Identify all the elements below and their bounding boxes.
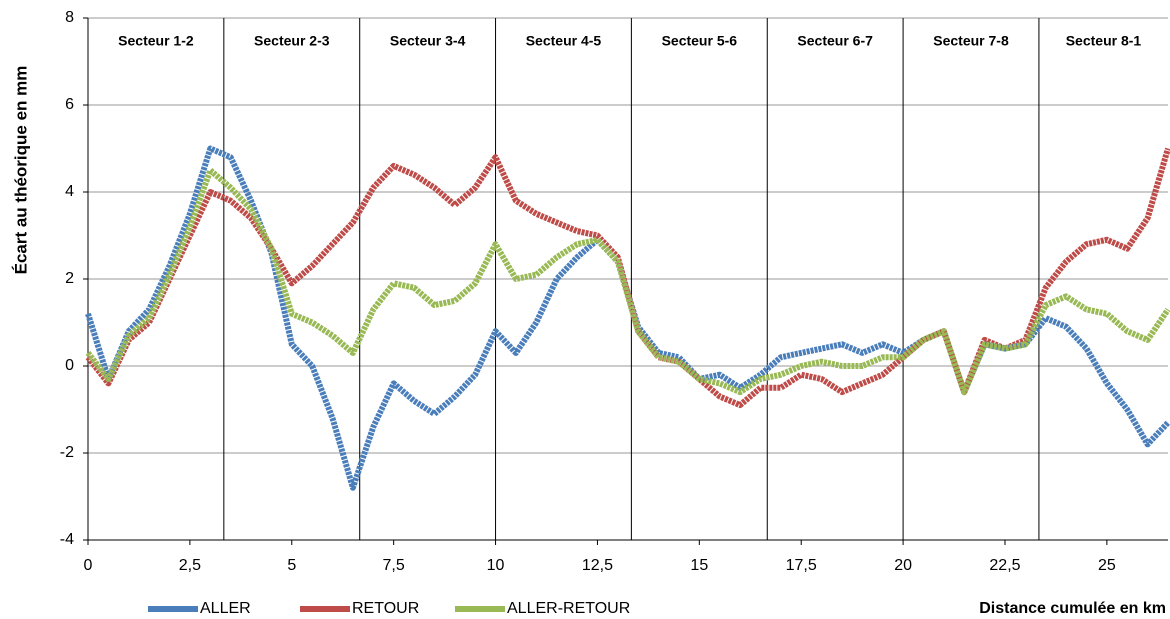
y-tick-label: 4 — [65, 183, 74, 200]
x-tick-label: 17,5 — [786, 557, 817, 574]
y-tick-label: 6 — [65, 96, 74, 113]
x-tick-label: 7,5 — [383, 557, 405, 574]
sector-label: Secteur 2-3 — [254, 33, 330, 49]
series-line — [85, 145, 1170, 491]
series-line — [85, 167, 1170, 396]
sector-label: Secteur 7-8 — [933, 33, 1009, 49]
x-tick-label: 12,5 — [582, 557, 613, 574]
sector-label: Secteur 4-5 — [526, 33, 602, 49]
x-tick-label: 22,5 — [989, 557, 1020, 574]
series-line — [85, 147, 1170, 409]
sector-label: Secteur 8-1 — [1066, 33, 1142, 49]
x-tick-label: 5 — [287, 557, 296, 574]
sector-label: Secteur 5-6 — [662, 33, 738, 49]
x-tick-label: 15 — [690, 557, 708, 574]
y-tick-label: -2 — [60, 444, 74, 461]
y-tick-label: -4 — [60, 531, 74, 548]
x-tick-label: 25 — [1098, 557, 1116, 574]
x-tick-label: 0 — [84, 557, 93, 574]
y-tick-label: 2 — [65, 270, 74, 287]
legend-label: ALLER-RETOUR — [507, 600, 630, 617]
x-tick-label: 2,5 — [179, 557, 201, 574]
sector-label: Secteur 1-2 — [118, 33, 194, 49]
y-tick-label: 0 — [65, 357, 74, 374]
legend-label: ALLER — [200, 600, 251, 617]
sector-label: Secteur 3-4 — [390, 33, 466, 49]
y-axis-title: Écart au théorique en mm — [11, 66, 30, 275]
x-axis-title: Distance cumulée en km — [979, 600, 1166, 617]
x-tick-label: 10 — [487, 557, 505, 574]
y-tick-label: 8 — [65, 9, 74, 26]
legend-label: RETOUR — [352, 600, 419, 617]
sector-label: Secteur 6-7 — [797, 33, 873, 49]
x-tick-label: 20 — [894, 557, 912, 574]
